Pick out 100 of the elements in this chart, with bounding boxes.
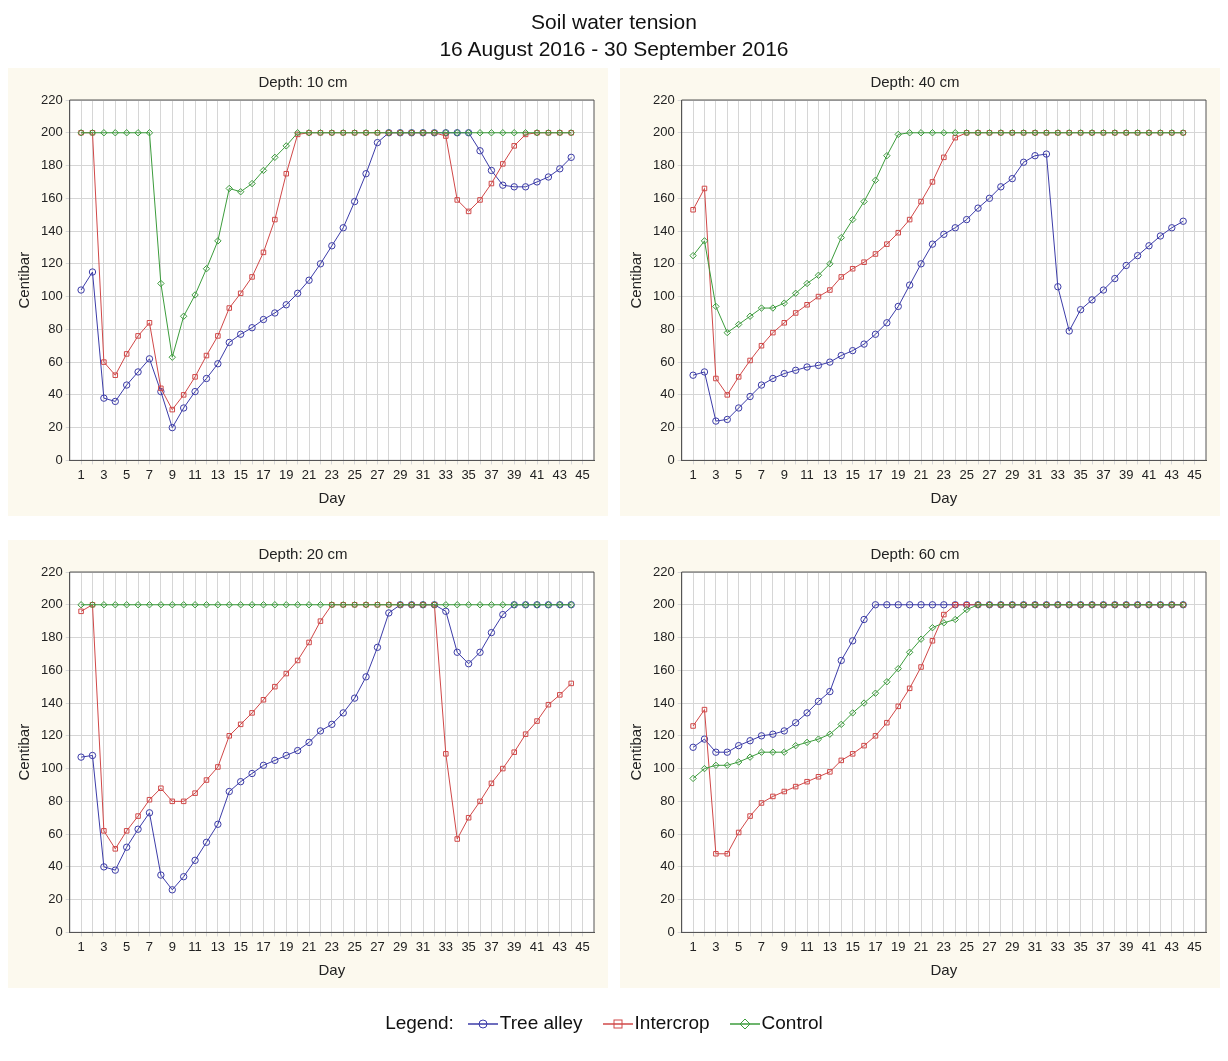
- x-tick-label: 25: [347, 466, 362, 482]
- point: [248, 601, 256, 609]
- x-tick-label: 25: [959, 938, 974, 954]
- point: [134, 368, 142, 376]
- point: [791, 289, 800, 298]
- point: [962, 215, 971, 224]
- point: [871, 176, 880, 184]
- point: [271, 756, 279, 765]
- point: [202, 265, 211, 273]
- point: [134, 825, 142, 833]
- point: [849, 265, 856, 272]
- y-axis-title: Centibar: [627, 251, 645, 309]
- point: [780, 748, 788, 756]
- point: [713, 851, 719, 857]
- point: [837, 720, 845, 729]
- point: [500, 765, 506, 772]
- point: [487, 628, 496, 637]
- point: [202, 838, 211, 846]
- x-tick-label: 23: [324, 466, 340, 482]
- point: [1168, 224, 1176, 232]
- point: [701, 185, 708, 192]
- point: [804, 778, 810, 785]
- point: [770, 329, 776, 336]
- y-tick-label: 180: [652, 157, 675, 173]
- point: [769, 730, 777, 738]
- point: [781, 320, 788, 326]
- point: [689, 743, 697, 751]
- point: [951, 129, 959, 137]
- point: [476, 129, 484, 137]
- chart-title: Depth: 40 cm: [870, 73, 960, 91]
- point: [88, 268, 97, 276]
- point: [746, 392, 754, 401]
- point: [443, 751, 449, 757]
- point: [734, 320, 743, 329]
- point: [700, 237, 709, 245]
- x-tick-label: 39: [506, 466, 522, 482]
- point: [499, 181, 507, 189]
- point: [723, 415, 731, 424]
- point: [179, 312, 188, 320]
- y-tick-label: 160: [652, 661, 675, 677]
- point: [499, 610, 507, 619]
- point: [894, 130, 902, 139]
- point: [534, 718, 540, 724]
- point: [780, 727, 788, 735]
- y-tick-label: 140: [652, 694, 675, 710]
- point: [556, 165, 564, 173]
- point: [712, 748, 720, 756]
- point: [815, 774, 822, 780]
- x-tick-label: 17: [868, 466, 883, 482]
- point: [690, 207, 696, 213]
- point: [203, 777, 210, 783]
- y-tick-label: 40: [48, 386, 63, 402]
- point: [271, 309, 279, 317]
- point: [735, 374, 742, 380]
- point: [511, 143, 517, 149]
- y-tick-label: 60: [660, 825, 675, 841]
- x-tick-label: 21: [301, 466, 317, 482]
- point: [906, 685, 913, 692]
- point: [236, 188, 245, 196]
- y-tick-label: 60: [660, 353, 675, 369]
- point: [179, 873, 188, 881]
- point: [487, 601, 496, 609]
- point: [780, 299, 788, 307]
- point: [146, 796, 153, 803]
- point: [191, 856, 199, 865]
- y-tick-label: 80: [48, 792, 63, 808]
- point: [827, 287, 833, 293]
- x-tick-label: 11: [188, 938, 202, 954]
- x-axis-title: Day: [930, 961, 958, 979]
- x-tick-label: 9: [168, 938, 176, 954]
- x-tick-label: 31: [415, 466, 431, 482]
- point: [123, 351, 130, 357]
- point: [803, 709, 811, 717]
- x-tick-label: 27: [370, 938, 385, 954]
- point: [111, 129, 119, 137]
- y-tick-label: 200: [652, 124, 675, 140]
- x-tick-label: 1: [689, 466, 697, 482]
- x-tick-label: 37: [1096, 466, 1111, 482]
- point: [510, 183, 518, 191]
- point: [1179, 217, 1187, 225]
- point: [316, 601, 325, 609]
- y-tick-label: 20: [660, 419, 675, 435]
- point: [122, 129, 131, 137]
- y-tick-label: 200: [652, 596, 675, 612]
- y-tick-label: 220: [40, 563, 63, 579]
- point: [500, 161, 506, 167]
- point: [746, 753, 754, 761]
- point: [202, 601, 211, 609]
- x-tick-label: 19: [279, 938, 294, 954]
- x-tick-label: 33: [438, 938, 454, 954]
- point: [941, 611, 947, 618]
- point: [169, 406, 176, 413]
- y-tick-label: 100: [652, 760, 675, 776]
- point: [1133, 251, 1142, 260]
- x-tick-label: 39: [506, 938, 522, 954]
- point: [557, 692, 563, 698]
- point: [316, 260, 325, 268]
- point: [1031, 152, 1039, 160]
- point: [837, 351, 845, 360]
- point: [700, 368, 709, 376]
